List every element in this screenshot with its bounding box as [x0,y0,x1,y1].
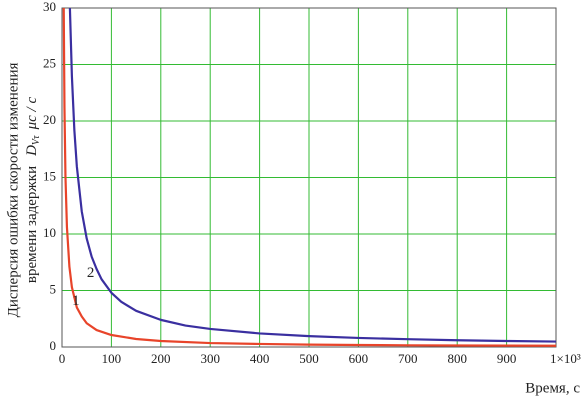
y-tick-label: 5 [50,281,57,296]
x-label: Время, с [525,380,580,396]
series-label: 2 [87,265,95,281]
y-tick-label: 25 [43,55,56,70]
x-tick-label: 100 [102,351,122,366]
x-tick-label: 600 [349,351,369,366]
x-tick-label: 500 [299,351,319,366]
y-tick-label: 15 [43,168,56,183]
plot-frame [61,7,557,348]
x-tick-label: 1×10³ [550,351,581,366]
y-symbol: D [24,145,40,157]
y-tick-label: 30 [43,0,56,14]
line [62,7,557,347]
line [68,7,557,343]
y-tick-label: 20 [43,112,56,127]
y-label-line: времени задержки [24,166,40,283]
x-tick-label: 700 [398,351,418,366]
y-label: Дисперсия ошибки скорости изменения [5,63,21,318]
y-symbol-sub: Vτ [31,135,42,145]
y-label-line: времени задержки DVτ μс / с [24,97,42,284]
y-label-line: Дисперсия ошибки скорости изменения [5,63,21,318]
x-tick-label: 200 [151,351,171,366]
x-tick-label: 800 [447,351,467,366]
y-unit: μс / с [24,97,40,131]
series-label: 1 [72,293,80,309]
x-tick-label: 300 [200,351,220,366]
y-tick-label: 0 [50,338,57,353]
x-tick-label: 0 [59,351,66,366]
y-label: времени задержки DVτ μс / с [24,97,42,284]
x-tick-label: 900 [497,351,517,366]
y-tick-label: 10 [43,225,56,240]
x-tick-label: 400 [250,351,270,366]
